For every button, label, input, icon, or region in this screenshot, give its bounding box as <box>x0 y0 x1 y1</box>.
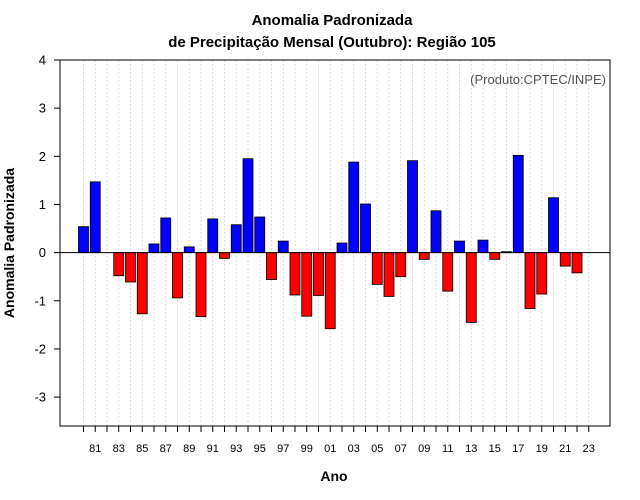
bar-1999 <box>301 252 313 317</box>
y-tick-label: 3 <box>39 101 46 116</box>
bar-1980 <box>78 226 89 254</box>
bar-2007 <box>395 252 407 278</box>
x-tick-label: 17 <box>512 443 524 455</box>
x-axis: 81 83 85 87 89 91 93 95 97 99 01 03 05 07 09 11 13 15 17 19… <box>83 426 595 455</box>
y-tick-label: -2 <box>34 341 46 356</box>
bar-2020 <box>548 197 559 254</box>
bar-2008 <box>407 160 418 254</box>
bar-2014 <box>477 239 489 254</box>
x-tick-label: 01 <box>324 443 336 455</box>
x-tick-label: 89 <box>183 443 195 455</box>
bar-2010 <box>430 210 442 254</box>
x-tick-label: 09 <box>418 443 430 455</box>
bar-2005 <box>371 252 383 285</box>
bar-1990 <box>195 252 207 318</box>
x-axis-label: Ano <box>320 468 347 484</box>
chart-title: Anomalia Padronizada <box>252 12 414 29</box>
bar-1984 <box>125 252 136 283</box>
chart-subtitle: de Precipitação Mensal (Outubro): Região… <box>168 34 496 51</box>
bar-1995 <box>254 216 266 254</box>
bar-1997 <box>277 240 289 254</box>
bar-1985 <box>136 252 148 315</box>
y-tick-label: 2 <box>39 149 46 164</box>
bar-1994 <box>242 158 254 254</box>
bar-1996 <box>266 252 277 280</box>
x-tick-label: 05 <box>371 443 383 455</box>
bar-2000 <box>313 252 324 296</box>
x-tick-label: 83 <box>113 443 125 455</box>
bar-2003 <box>348 161 360 254</box>
grid-lines <box>83 60 590 426</box>
x-tick-label: 95 <box>254 443 266 455</box>
x-tick-label: 85 <box>136 443 148 455</box>
x-tick-label: 13 <box>465 443 477 455</box>
x-tick-label: 81 <box>89 443 101 455</box>
bars <box>78 154 583 330</box>
bar-2013 <box>465 252 477 323</box>
bar-2006 <box>383 252 395 297</box>
bar-1986 <box>148 243 160 254</box>
x-tick-label: 11 <box>442 443 453 455</box>
bar-1983 <box>113 252 125 277</box>
x-tick-label: 03 <box>348 443 360 455</box>
x-tick-label: 93 <box>230 443 242 455</box>
y-tick-label: -1 <box>34 293 46 308</box>
bar-2015 <box>489 252 501 260</box>
x-tick-label: 21 <box>559 443 571 455</box>
bar-1992 <box>219 252 230 259</box>
plot-frame <box>59 59 611 427</box>
bar-2009 <box>418 252 430 260</box>
bar-2022 <box>571 252 583 274</box>
x-tick-label: 99 <box>301 443 313 455</box>
bar-2012 <box>454 240 465 254</box>
bar-2011 <box>442 252 454 292</box>
bar-2018 <box>524 252 536 309</box>
y-tick-label: 0 <box>39 245 46 260</box>
x-tick-label: 15 <box>489 443 501 455</box>
bar-1987 <box>160 217 172 254</box>
x-tick-label: 97 <box>277 443 289 455</box>
y-axis-label: Anomalia Padronizada <box>1 168 17 318</box>
x-tick-label: 23 <box>583 443 595 455</box>
bar-2004 <box>360 203 371 254</box>
bar-2001 <box>324 252 336 330</box>
y-tick-label: 4 <box>39 53 46 68</box>
bar-1988 <box>172 252 183 299</box>
y-tick-label: 1 <box>39 197 46 212</box>
bar-1991 <box>207 218 219 254</box>
x-tick-label: 91 <box>207 443 219 455</box>
source-note: (Produto:CPTEC/INPE) <box>470 72 606 87</box>
bar-1993 <box>230 224 242 254</box>
bar-1981 <box>89 181 101 254</box>
bar-2019 <box>536 252 548 295</box>
y-tick-label: -3 <box>34 390 46 405</box>
x-tick-label: 19 <box>536 443 548 455</box>
bar-1989 <box>183 246 195 254</box>
y-axis: -3 -2 -1 0 1 2 3 4 <box>34 53 60 405</box>
x-tick-label: 07 <box>395 443 407 455</box>
bar-2002 <box>336 242 348 254</box>
bar-1998 <box>289 252 301 296</box>
bar-2021 <box>559 252 571 267</box>
x-tick-label: 87 <box>160 443 172 455</box>
bar-2017 <box>512 154 524 254</box>
